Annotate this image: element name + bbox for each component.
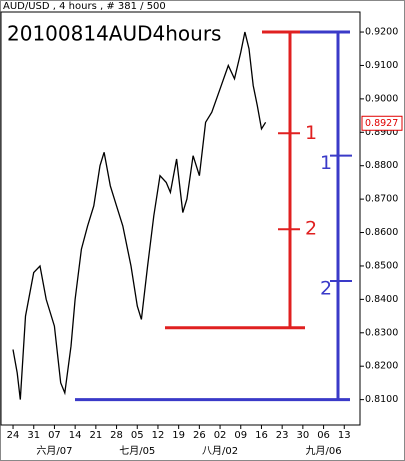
bracket-label: 2 [320, 277, 332, 299]
chart-title: 20100814AUD4hours [7, 22, 221, 46]
y-tick-label: 0.9000 [365, 93, 398, 104]
month-label: 七月/05 [119, 445, 155, 457]
bracket-label: 1 [320, 152, 332, 174]
x-tick-label: 30 [296, 430, 309, 441]
y-tick-label: 0.8800 [365, 160, 398, 171]
x-tick-label: 31 [27, 430, 40, 441]
y-tick-label: 0.8100 [365, 394, 398, 405]
x-tick-label: 09 [234, 430, 247, 441]
x-tick-label: 07 [48, 430, 61, 441]
y-tick-label: 0.8600 [365, 227, 398, 238]
x-tick-label: 19 [172, 430, 185, 441]
y-tick-label: 0.8200 [365, 361, 398, 372]
y-tick-label: 0.8700 [365, 194, 398, 205]
x-tick-label: 13 [338, 430, 351, 441]
price-line [12, 31, 267, 400]
bracket-label: 1 [305, 122, 317, 144]
x-tick-label: 23 [276, 430, 289, 441]
y-tick-label: 0.8500 [365, 260, 398, 271]
month-label: 六月/07 [36, 445, 72, 457]
price-label: 0.8927 [365, 118, 398, 129]
x-tick-label: 05 [131, 430, 144, 441]
x-tick-label: 28 [110, 430, 123, 441]
x-tick-label: 14 [69, 430, 82, 441]
y-tick-label: 0.9100 [365, 60, 398, 71]
y-tick-label: 0.8400 [365, 294, 398, 305]
header: AUD/USD , 4 hours , # 381 / 500 [3, 1, 166, 12]
month-label: 九月/06 [306, 445, 342, 457]
x-tick-label: 26 [193, 430, 206, 441]
y-tick-label: 0.9200 [365, 27, 398, 38]
x-tick-label: 12 [152, 430, 165, 441]
x-tick-label: 02 [214, 430, 227, 441]
x-tick-label: 16 [255, 430, 268, 441]
month-label: 八月/02 [202, 445, 238, 457]
y-tick-label: 0.8300 [365, 327, 398, 338]
x-tick-label: 24 [7, 430, 20, 441]
x-tick-label: 06 [317, 430, 330, 441]
bracket-label: 2 [305, 218, 317, 240]
price-box [361, 115, 403, 131]
x-tick-label: 21 [89, 430, 102, 441]
plot-area [0, 11, 361, 426]
y-tick-label: 0.8900 [365, 127, 398, 138]
